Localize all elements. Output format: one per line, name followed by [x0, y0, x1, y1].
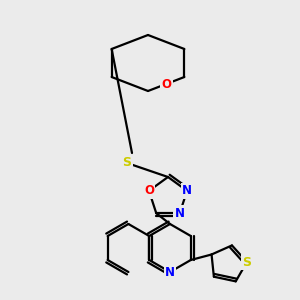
Text: N: N	[175, 207, 185, 220]
Text: N: N	[165, 266, 175, 278]
Text: N: N	[182, 184, 192, 197]
Text: S: S	[242, 256, 251, 268]
Text: S: S	[122, 157, 131, 169]
Text: O: O	[144, 184, 154, 197]
Text: O: O	[161, 77, 171, 91]
